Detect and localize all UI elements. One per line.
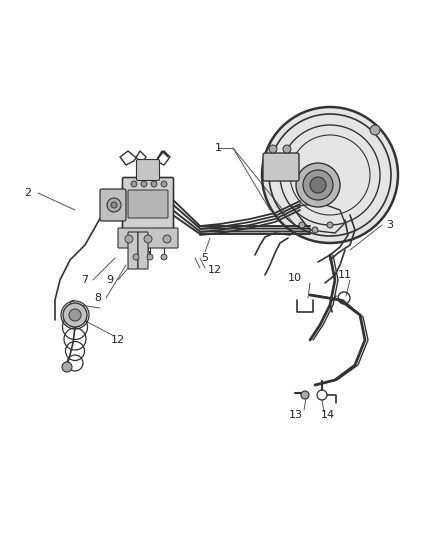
- Circle shape: [312, 227, 318, 233]
- Circle shape: [62, 362, 72, 372]
- Text: 12: 12: [111, 335, 125, 345]
- FancyBboxPatch shape: [123, 177, 173, 232]
- FancyBboxPatch shape: [138, 232, 148, 269]
- Circle shape: [111, 202, 117, 208]
- Text: 2: 2: [25, 188, 32, 198]
- Text: 1: 1: [215, 143, 222, 153]
- Text: 9: 9: [106, 275, 113, 285]
- Text: 4: 4: [145, 251, 152, 261]
- Text: 14: 14: [321, 410, 335, 420]
- Circle shape: [63, 303, 87, 327]
- Text: 12: 12: [208, 265, 222, 275]
- Text: 6: 6: [68, 300, 75, 310]
- Text: 8: 8: [95, 293, 102, 303]
- FancyBboxPatch shape: [100, 189, 126, 221]
- Circle shape: [125, 235, 133, 243]
- Circle shape: [301, 391, 309, 399]
- FancyBboxPatch shape: [118, 228, 178, 248]
- FancyBboxPatch shape: [128, 232, 138, 269]
- Circle shape: [310, 177, 326, 193]
- Circle shape: [161, 254, 167, 260]
- Circle shape: [161, 181, 167, 187]
- Circle shape: [69, 309, 81, 321]
- Text: 13: 13: [289, 410, 303, 420]
- Circle shape: [296, 163, 340, 207]
- Circle shape: [262, 107, 398, 243]
- Circle shape: [283, 145, 291, 153]
- Circle shape: [141, 181, 147, 187]
- Circle shape: [131, 181, 137, 187]
- Circle shape: [370, 125, 380, 135]
- Circle shape: [107, 198, 121, 212]
- Circle shape: [133, 254, 139, 260]
- Text: 10: 10: [288, 273, 302, 283]
- Text: 3: 3: [386, 220, 393, 230]
- Text: 11: 11: [338, 270, 352, 280]
- FancyBboxPatch shape: [263, 153, 299, 181]
- Circle shape: [299, 222, 305, 228]
- Circle shape: [163, 235, 171, 243]
- Circle shape: [144, 235, 152, 243]
- Circle shape: [303, 170, 333, 200]
- Circle shape: [147, 254, 153, 260]
- Circle shape: [327, 222, 333, 228]
- FancyBboxPatch shape: [128, 190, 168, 218]
- Circle shape: [151, 181, 157, 187]
- Circle shape: [269, 145, 277, 153]
- Text: 5: 5: [201, 253, 208, 263]
- Text: 7: 7: [81, 275, 88, 285]
- FancyBboxPatch shape: [137, 159, 159, 181]
